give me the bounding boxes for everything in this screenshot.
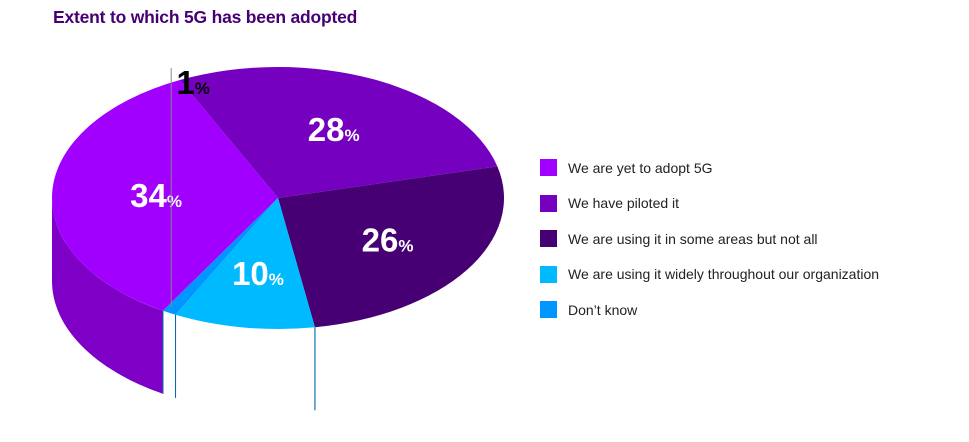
legend-label: We are yet to adopt 5G [568, 159, 713, 176]
pie-top-faces [51, 67, 504, 330]
pie-slice-we-are-using-it-in-some-areas-but-not-all [278, 166, 504, 328]
pie-slice-we-are-using-it-widely-throughout-our-organization [175, 198, 315, 330]
pie-side-we-are-yet-to-adopt-5g [52, 198, 163, 394]
legend-item: We have piloted it [540, 194, 879, 212]
pie-slice-we-are-yet-to-adopt-5g [51, 80, 278, 311]
pie-label-don-t-know: 1% [176, 64, 209, 101]
legend-label: Don’t know [568, 301, 638, 318]
legend-swatch [540, 265, 557, 283]
legend-item: We are yet to adopt 5G [540, 159, 879, 176]
pie-slice-don-t-know [162, 198, 278, 315]
pie-label-we-are-yet-to-adopt-5g: 34% [130, 177, 182, 214]
chart-legend: We are yet to adopt 5G We have piloted it… [540, 159, 879, 337]
pie-labels: 34% 28% 26% 10% 1% [130, 64, 413, 307]
legend-item: We are using it in some areas but not al… [540, 230, 879, 247]
pie-label-we-are-using-it-widely-throughout-our-organization: 10% [232, 255, 284, 292]
legend-label: We have piloted it [568, 195, 680, 211]
pie-sides [52, 198, 316, 411]
chart-title: Extent to which 5G has been adopted [53, 7, 358, 27]
pie-label-we-have-piloted-it: 28% [308, 111, 360, 148]
pie-slice-we-have-piloted-it [179, 67, 498, 198]
legend-swatch [540, 301, 557, 318]
legend-item: We are using it widely throughout our or… [540, 265, 880, 283]
legend-label: We are using it in some areas but not al… [568, 230, 818, 247]
pie-label-we-are-using-it-in-some-areas-but-not-all: 26% [362, 222, 414, 259]
legend-swatch [540, 159, 557, 176]
legend-swatch [540, 194, 557, 212]
legend-item: Don’t know [540, 301, 879, 318]
legend-swatch [540, 230, 557, 247]
legend-label: We are using it widely throughout our or… [568, 266, 880, 282]
